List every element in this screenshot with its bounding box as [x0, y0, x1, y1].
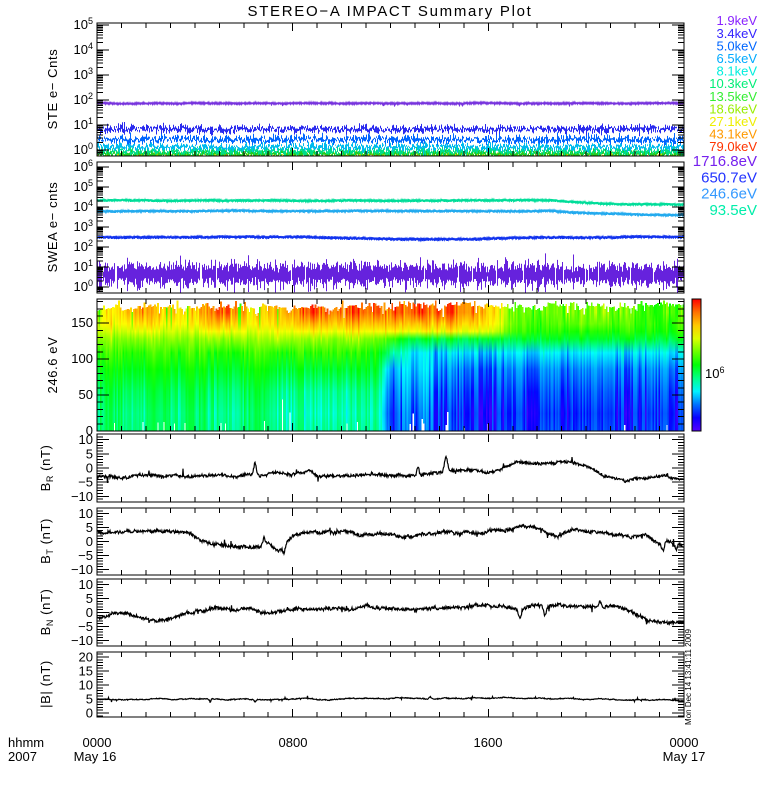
svg-text:43.1keV: 43.1keV [709, 127, 757, 142]
svg-text:5.0keV: 5.0keV [717, 38, 758, 53]
svg-text:10: 10 [79, 506, 93, 521]
svg-text:−5: −5 [78, 619, 93, 634]
svg-text:15: 15 [79, 664, 93, 679]
svg-text:BR (nT): BR (nT) [38, 445, 55, 492]
svg-text:5: 5 [86, 692, 93, 707]
svg-text:−10: −10 [71, 633, 93, 648]
svg-text:STEREO−A IMPACT Summary Plot: STEREO−A IMPACT Summary Plot [247, 3, 532, 20]
svg-text:0: 0 [86, 706, 93, 721]
svg-text:Mon Dec 14 13:41:11 2009: Mon Dec 14 13:41:11 2009 [684, 628, 693, 724]
svg-text:0000: 0000 [83, 735, 112, 750]
svg-text:10.3keV: 10.3keV [709, 76, 757, 91]
svg-text:10: 10 [79, 577, 93, 592]
svg-text:1600: 1600 [474, 735, 503, 750]
svg-text:2007: 2007 [8, 749, 37, 764]
svg-text:May 16: May 16 [74, 749, 117, 764]
svg-text:150: 150 [71, 315, 93, 330]
svg-text:STE e− Cnts: STE e− Cnts [45, 49, 60, 130]
svg-text:93.5eV: 93.5eV [709, 202, 757, 219]
svg-text:May 17: May 17 [663, 749, 706, 764]
svg-text:0: 0 [86, 461, 93, 476]
svg-text:18.6keV: 18.6keV [709, 101, 757, 116]
svg-text:100: 100 [71, 351, 93, 366]
svg-text:13.5keV: 13.5keV [709, 89, 757, 104]
svg-text:650.7eV: 650.7eV [701, 169, 757, 186]
svg-text:0: 0 [86, 423, 93, 438]
svg-text:10: 10 [79, 678, 93, 693]
svg-text:20: 20 [79, 650, 93, 665]
svg-text:0000: 0000 [670, 735, 699, 750]
svg-text:0: 0 [86, 534, 93, 549]
svg-text:BT (nT): BT (nT) [38, 518, 55, 564]
svg-text:−10: −10 [71, 489, 93, 504]
svg-text:−5: −5 [78, 475, 93, 490]
svg-text:246.6 eV: 246.6 eV [45, 337, 60, 394]
svg-text:BN (nT): BN (nT) [38, 589, 55, 636]
svg-text:0: 0 [86, 605, 93, 620]
svg-text:5: 5 [86, 520, 93, 535]
svg-text:8.1keV: 8.1keV [717, 64, 758, 79]
svg-text:6.5keV: 6.5keV [717, 51, 758, 66]
svg-text:5: 5 [86, 591, 93, 606]
svg-text:SWEA e− cnts: SWEA e− cnts [45, 182, 60, 273]
svg-text:1716.8eV: 1716.8eV [693, 153, 757, 170]
svg-text:|B| (nT): |B| (nT) [38, 660, 53, 708]
svg-text:10: 10 [79, 432, 93, 447]
svg-text:hhmm: hhmm [8, 735, 44, 750]
svg-text:246.6eV: 246.6eV [701, 186, 757, 203]
svg-text:50: 50 [79, 387, 93, 402]
svg-text:1.9keV: 1.9keV [717, 13, 758, 28]
svg-text:79.0keV: 79.0keV [709, 139, 757, 154]
svg-text:3.4keV: 3.4keV [717, 26, 758, 41]
svg-text:0800: 0800 [279, 735, 308, 750]
svg-text:−10: −10 [71, 562, 93, 577]
svg-text:5: 5 [86, 446, 93, 461]
svg-text:27.1keV: 27.1keV [709, 114, 757, 129]
svg-text:−5: −5 [78, 548, 93, 563]
